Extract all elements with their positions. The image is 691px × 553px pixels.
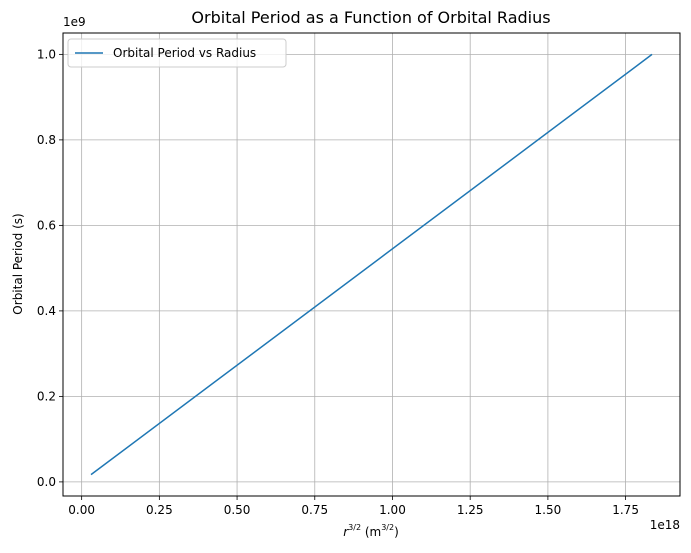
x-axis-label-unit-sup: 3/2 bbox=[381, 523, 394, 532]
legend-box bbox=[67, 38, 287, 68]
x-axis-ticks: 0.00 0.25 0.50 0.75 1.00 1.25 1.50 1.75 bbox=[68, 496, 639, 517]
x-tick-label: 0.00 bbox=[68, 503, 95, 517]
y-tick-label: 0.4 bbox=[37, 304, 56, 318]
y-tick-label: 0.0 bbox=[37, 475, 56, 489]
y-tick-label: 0.8 bbox=[37, 133, 56, 147]
x-tick-label: 0.50 bbox=[224, 503, 251, 517]
y-tick-label: 1.0 bbox=[37, 47, 56, 61]
legend: Orbital Period vs Radius bbox=[67, 38, 287, 68]
plot-area bbox=[90, 53, 653, 476]
axes-frame bbox=[62, 32, 681, 497]
y-axis-ticks: 0.0 0.2 0.4 0.6 0.8 1.0 bbox=[37, 47, 63, 489]
x-axis-label: r3/2 (m3/2) bbox=[343, 523, 399, 539]
legend-entry-label: Orbital Period vs Radius bbox=[113, 46, 256, 60]
y-axis-label: Orbital Period (s) bbox=[11, 213, 25, 314]
grid bbox=[63, 33, 680, 496]
x-axis-label-unit-close: ) bbox=[394, 525, 399, 539]
x-axis-label-sup: 3/2 bbox=[348, 523, 361, 532]
x-tick-label: 1.00 bbox=[379, 503, 406, 517]
x-tick-label: 1.50 bbox=[535, 503, 562, 517]
x-offset-label: 1e18 bbox=[650, 518, 680, 532]
x-tick-label: 0.25 bbox=[146, 503, 173, 517]
x-tick-label: 0.75 bbox=[301, 503, 328, 517]
series-line bbox=[90, 53, 653, 476]
y-tick-label: 0.6 bbox=[37, 218, 56, 232]
x-axis-label-base: r bbox=[343, 525, 349, 539]
x-tick-label: 1.75 bbox=[612, 503, 639, 517]
y-tick-label: 0.2 bbox=[37, 389, 56, 403]
x-axis-label-unit-open: (m bbox=[361, 525, 381, 539]
y-offset-label: 1e9 bbox=[63, 15, 86, 29]
chart-title: Orbital Period as a Function of Orbital … bbox=[191, 8, 550, 27]
x-tick-label: 1.25 bbox=[457, 503, 484, 517]
